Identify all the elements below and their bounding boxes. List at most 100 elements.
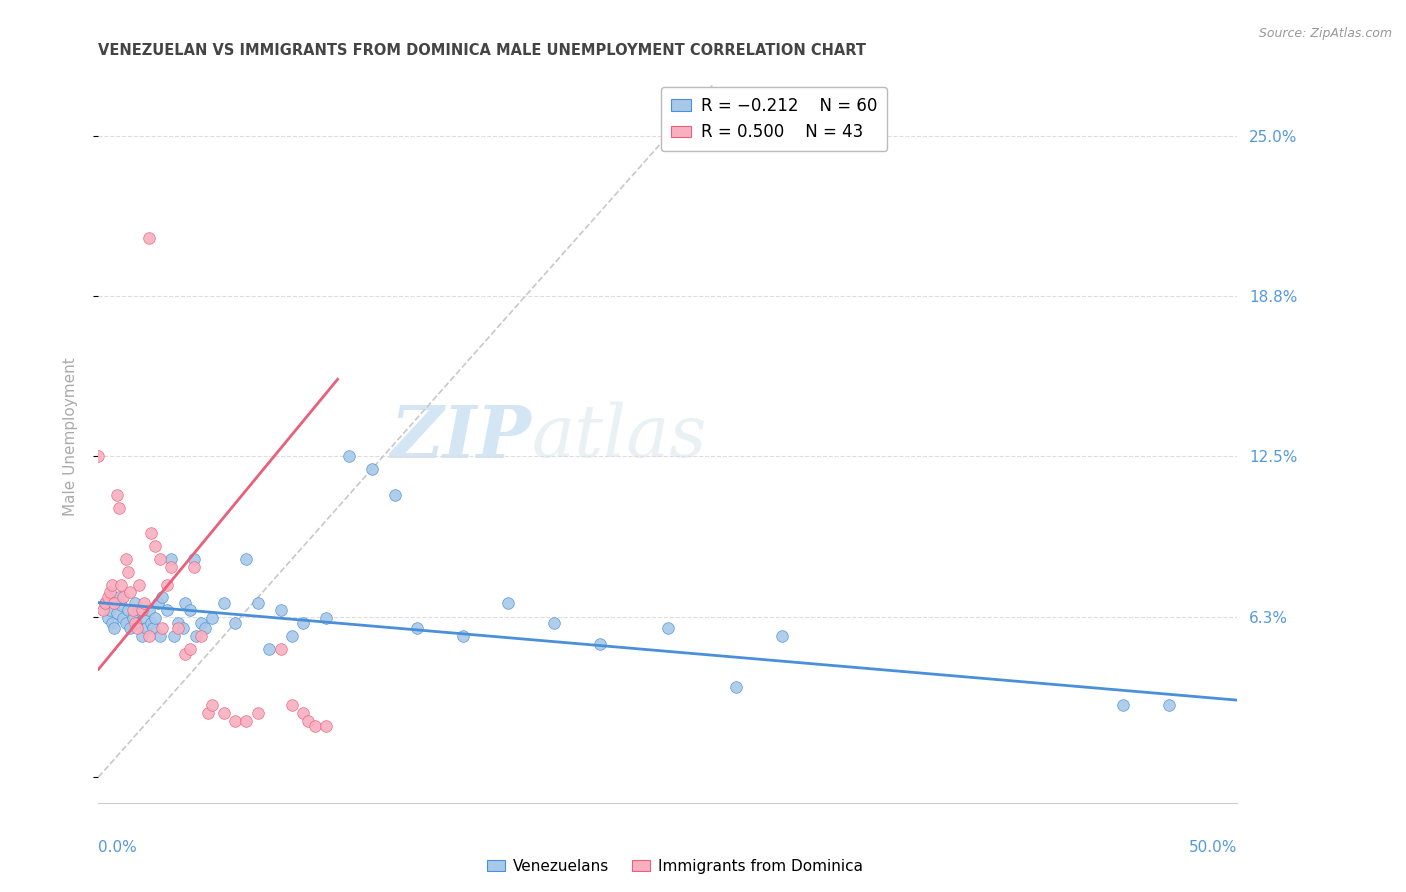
Point bbox=[183, 559, 205, 574]
Point bbox=[145, 611, 167, 625]
Point bbox=[128, 577, 150, 591]
Legend: R = −0.212    N = 60, R = 0.500    N = 43: R = −0.212 N = 60, R = 0.500 N = 43 bbox=[661, 87, 887, 152]
Y-axis label: Male Unemployment: Male Unemployment bbox=[63, 358, 77, 516]
Point bbox=[127, 621, 149, 635]
Point bbox=[160, 559, 183, 574]
Point bbox=[132, 611, 155, 625]
Point bbox=[406, 621, 429, 635]
Point bbox=[543, 616, 565, 631]
Point bbox=[174, 596, 197, 610]
Point bbox=[132, 596, 155, 610]
Point bbox=[124, 596, 146, 610]
Point bbox=[201, 611, 224, 625]
Point bbox=[246, 596, 269, 610]
Point bbox=[179, 603, 201, 617]
Point bbox=[114, 552, 136, 566]
Point bbox=[259, 641, 281, 656]
Point bbox=[138, 629, 160, 643]
Point bbox=[190, 616, 212, 631]
Point bbox=[101, 577, 124, 591]
Point bbox=[1157, 698, 1180, 713]
Text: VENEZUELAN VS IMMIGRANTS FROM DOMINICA MALE UNEMPLOYMENT CORRELATION CHART: VENEZUELAN VS IMMIGRANTS FROM DOMINICA M… bbox=[98, 43, 866, 58]
Point bbox=[770, 629, 793, 643]
Point bbox=[224, 616, 246, 631]
Point bbox=[281, 698, 304, 713]
Point bbox=[146, 596, 169, 610]
Point bbox=[281, 629, 304, 643]
Point bbox=[114, 616, 136, 631]
Point bbox=[150, 591, 173, 605]
Point bbox=[120, 585, 142, 599]
Point bbox=[186, 629, 208, 643]
Point bbox=[142, 621, 165, 635]
Point bbox=[297, 714, 319, 728]
Point bbox=[167, 616, 190, 631]
Point bbox=[149, 552, 172, 566]
Point bbox=[105, 606, 128, 620]
Point bbox=[315, 611, 337, 625]
Point bbox=[292, 616, 315, 631]
Point bbox=[1112, 698, 1135, 713]
Point bbox=[138, 231, 160, 245]
Text: 50.0%: 50.0% bbox=[1189, 840, 1237, 855]
Point bbox=[156, 577, 179, 591]
Point bbox=[127, 616, 149, 631]
Point bbox=[145, 539, 167, 553]
Point bbox=[96, 611, 118, 625]
Point bbox=[121, 603, 143, 617]
Point bbox=[156, 603, 179, 617]
Point bbox=[108, 500, 131, 515]
Point bbox=[174, 647, 197, 661]
Point bbox=[304, 719, 326, 733]
Point bbox=[112, 611, 135, 625]
Point bbox=[190, 629, 212, 643]
Point bbox=[384, 488, 406, 502]
Point bbox=[224, 714, 246, 728]
Point bbox=[91, 603, 114, 617]
Point bbox=[124, 616, 146, 631]
Point bbox=[112, 591, 135, 605]
Point bbox=[94, 596, 117, 610]
Point bbox=[138, 603, 160, 617]
Point bbox=[162, 629, 184, 643]
Point bbox=[139, 526, 162, 541]
Point bbox=[212, 706, 235, 720]
Point bbox=[212, 596, 235, 610]
Point bbox=[451, 629, 474, 643]
Point bbox=[96, 591, 118, 605]
Point bbox=[194, 621, 217, 635]
Point bbox=[235, 552, 257, 566]
Point bbox=[103, 621, 125, 635]
Text: ZIP: ZIP bbox=[391, 401, 531, 473]
Point bbox=[167, 621, 190, 635]
Point bbox=[725, 681, 748, 695]
Point bbox=[110, 598, 132, 612]
Point bbox=[101, 616, 124, 631]
Point bbox=[131, 603, 153, 617]
Point bbox=[110, 577, 132, 591]
Point bbox=[201, 698, 224, 713]
Point bbox=[270, 641, 292, 656]
Point bbox=[183, 552, 205, 566]
Point bbox=[108, 591, 131, 605]
Point bbox=[588, 637, 610, 651]
Point bbox=[117, 603, 139, 617]
Point bbox=[131, 629, 153, 643]
Point bbox=[117, 565, 139, 579]
Text: 0.0%: 0.0% bbox=[98, 840, 138, 855]
Point bbox=[657, 621, 679, 635]
Point bbox=[135, 621, 157, 635]
Point bbox=[149, 629, 172, 643]
Text: atlas: atlas bbox=[531, 401, 707, 473]
Point bbox=[128, 603, 150, 617]
Point bbox=[498, 596, 520, 610]
Point bbox=[160, 552, 183, 566]
Point bbox=[105, 488, 128, 502]
Text: Source: ZipAtlas.com: Source: ZipAtlas.com bbox=[1258, 27, 1392, 40]
Point bbox=[121, 611, 143, 625]
Point bbox=[235, 714, 257, 728]
Point bbox=[179, 641, 201, 656]
Legend: Venezuelans, Immigrants from Dominica: Venezuelans, Immigrants from Dominica bbox=[481, 853, 869, 880]
Point bbox=[270, 603, 292, 617]
Point bbox=[360, 462, 382, 476]
